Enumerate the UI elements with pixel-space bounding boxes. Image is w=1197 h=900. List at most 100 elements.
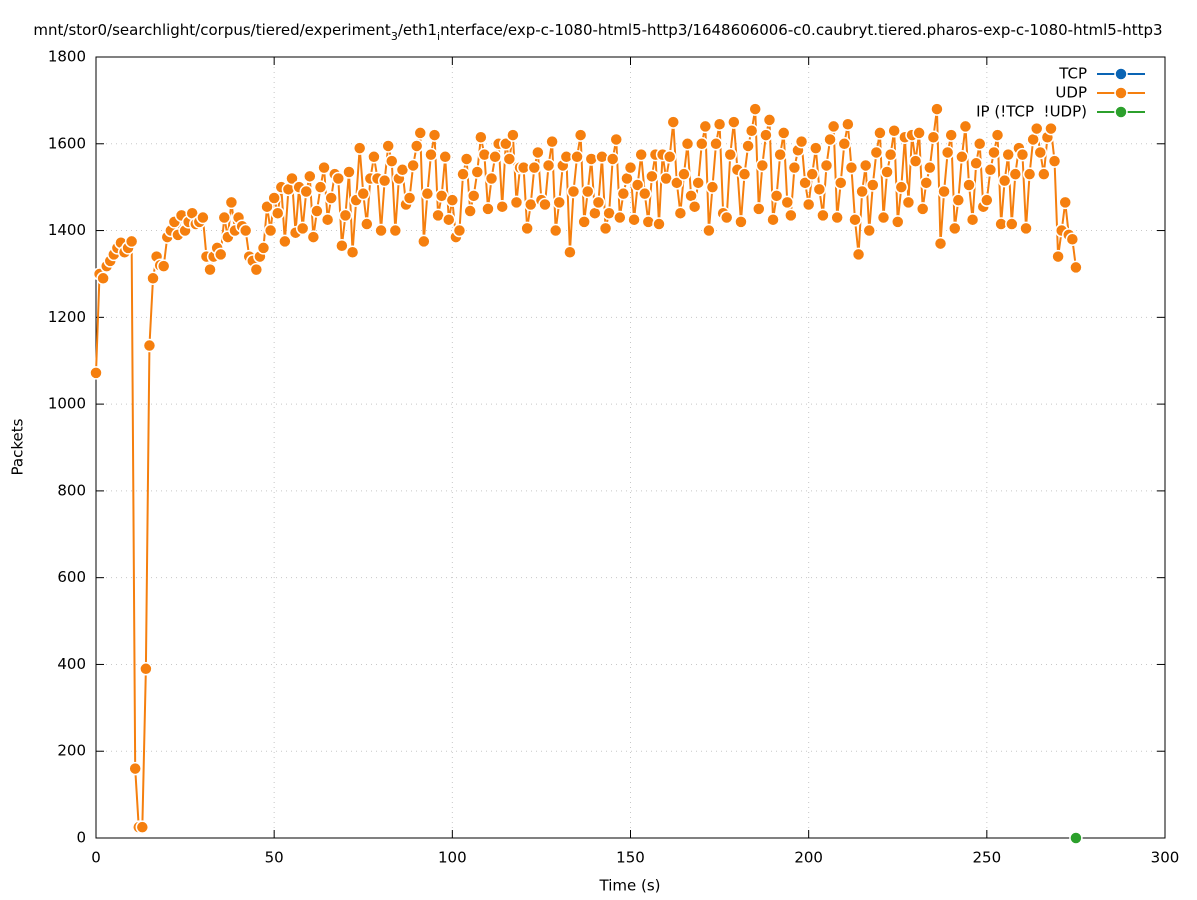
data-point <box>438 150 452 164</box>
data-point <box>1005 217 1019 231</box>
data-point <box>96 271 110 286</box>
legend-marker <box>1114 67 1128 81</box>
data-point <box>335 238 349 253</box>
data-point <box>256 241 271 255</box>
data-point <box>833 176 848 190</box>
data-point <box>748 102 762 116</box>
data-point <box>723 147 738 162</box>
data-point <box>224 195 239 210</box>
legend-marker <box>1114 86 1128 100</box>
data-point <box>303 169 317 184</box>
data-point <box>1022 167 1037 181</box>
data-point <box>1069 260 1083 275</box>
data-point <box>695 137 709 151</box>
data-point <box>345 245 360 259</box>
data-point <box>135 820 150 834</box>
data-point <box>278 234 292 249</box>
data-point <box>962 178 976 192</box>
data-point <box>990 128 1005 142</box>
data-point <box>1015 147 1030 162</box>
data-point <box>969 156 983 171</box>
data-point <box>798 176 812 190</box>
data-point <box>1044 121 1058 136</box>
x-tick-label: 150 <box>616 849 645 867</box>
data-point <box>652 217 666 231</box>
data-point <box>481 202 495 216</box>
data-point <box>937 184 951 199</box>
data-point <box>766 212 780 227</box>
data-point <box>584 152 599 166</box>
data-point <box>1019 221 1033 236</box>
y-tick-label: 1000 <box>48 395 86 413</box>
title-segment: 3 <box>391 30 398 43</box>
data-point <box>641 215 656 229</box>
title-segment: i <box>437 30 440 43</box>
data-point <box>858 158 873 173</box>
data-point <box>89 366 103 380</box>
data-point <box>605 152 620 166</box>
data-point <box>1001 147 1015 162</box>
y-tick-label: 200 <box>57 742 86 760</box>
data-point <box>912 126 926 140</box>
data-point <box>499 137 513 151</box>
data-point <box>406 158 420 173</box>
data-point <box>124 234 139 249</box>
data-point <box>1033 145 1048 160</box>
x-tick-label: 100 <box>438 849 467 867</box>
data-point <box>238 223 253 238</box>
data-point <box>139 662 153 676</box>
data-point <box>217 210 232 225</box>
data-point <box>712 117 727 132</box>
data-point <box>930 102 944 116</box>
data-point <box>563 245 577 259</box>
y-tick-label: 1200 <box>48 308 86 326</box>
data-point <box>463 204 477 218</box>
data-point <box>156 259 171 273</box>
data-point <box>342 165 356 179</box>
data-point <box>381 139 395 153</box>
data-point <box>249 262 264 277</box>
data-point <box>531 145 545 160</box>
data-point <box>213 247 228 262</box>
y-tick-label: 800 <box>57 481 86 499</box>
title-segment: mnt/stor0/searchlight/corpus/tiered/expe… <box>33 21 390 39</box>
data-point <box>830 210 844 225</box>
data-point <box>442 212 456 227</box>
data-point <box>541 158 556 173</box>
data-point <box>837 137 852 151</box>
data-point <box>894 180 909 194</box>
data-point <box>805 167 819 181</box>
data-point <box>634 147 648 162</box>
data-point <box>595 150 609 164</box>
data-point <box>613 210 627 225</box>
data-point <box>915 202 930 216</box>
data-point <box>673 206 688 220</box>
data-point <box>142 338 157 353</box>
data-point <box>352 141 367 155</box>
data-point <box>851 247 866 262</box>
data-point <box>670 176 684 190</box>
data-point <box>955 150 969 164</box>
x-tick-label: 250 <box>973 849 1002 867</box>
data-point <box>317 160 331 175</box>
data-point <box>719 210 734 225</box>
data-point <box>662 150 677 164</box>
data-point <box>267 191 281 205</box>
data-point <box>263 223 278 238</box>
data-point <box>367 150 381 164</box>
data-point <box>759 128 773 142</box>
chart-title: mnt/stor0/searchlight/corpus/tiered/expe… <box>33 21 1162 43</box>
data-point <box>769 189 784 203</box>
data-point <box>402 191 417 205</box>
data-point <box>538 197 552 212</box>
data-point <box>809 141 823 155</box>
data-point <box>801 197 816 212</box>
data-point <box>548 223 563 238</box>
data-point <box>488 150 502 164</box>
data-point <box>1058 195 1072 210</box>
data-point <box>360 217 374 231</box>
data-point <box>456 167 470 181</box>
data-point <box>638 186 652 201</box>
title-segment: /eth1 <box>398 21 437 39</box>
